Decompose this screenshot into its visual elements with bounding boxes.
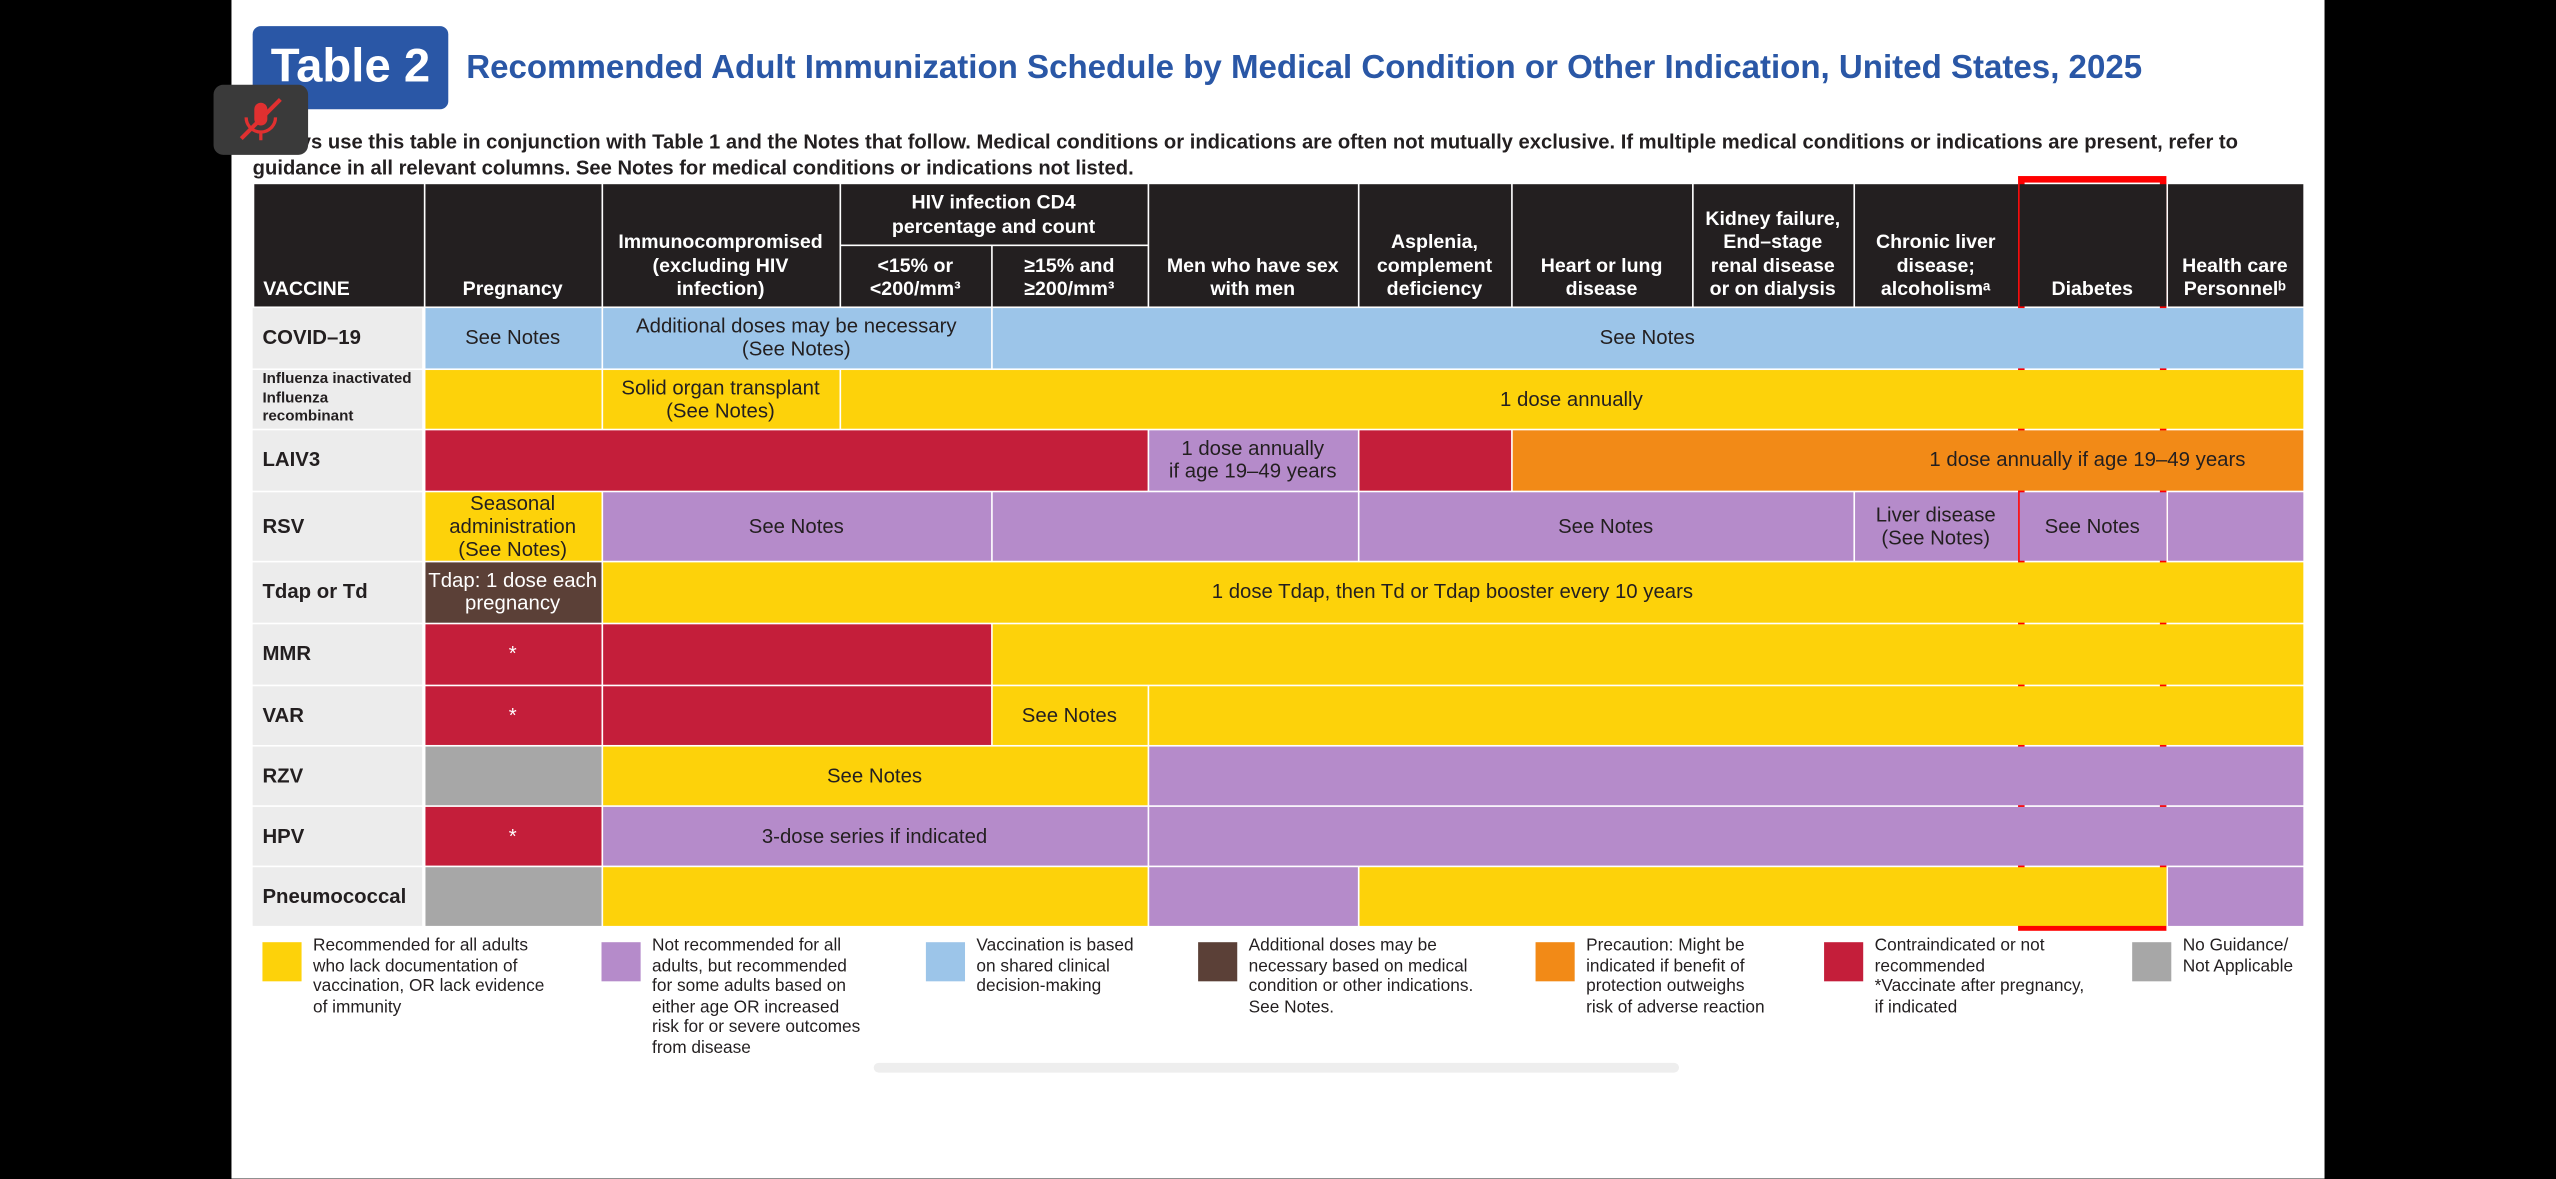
mute-glyph: [239, 97, 282, 141]
legend-swatch: [1824, 942, 1864, 982]
row-label: HPV: [252, 806, 423, 865]
row-label: MMR: [252, 623, 423, 684]
table-cell: Seasonal administration (See Notes): [424, 491, 601, 560]
column-group-header: HIV infection CD4 percentage and count: [840, 184, 1147, 245]
table-cell: See Notes: [602, 745, 1147, 805]
table-cell: See Notes: [1358, 491, 1853, 560]
table-cell: *: [424, 685, 601, 745]
legend-text: Additional doses may be necessary based …: [1248, 935, 1474, 1017]
mute-icon[interactable]: [213, 84, 309, 155]
legend-text: No Guidance/ Not Applicable: [2182, 935, 2294, 976]
legend-text: Not recommended for all adults, but reco…: [652, 935, 861, 1058]
row-label: VAR: [252, 685, 423, 745]
legend-swatch: [2132, 942, 2172, 982]
legend-text: Contraindicated or not recommended *Vacc…: [1874, 935, 2085, 1017]
row-label: COVID–19: [252, 307, 423, 368]
table-cell: See Notes: [2018, 491, 2166, 560]
row-label: RSV: [252, 491, 423, 560]
intro-text: Always use this table in conjunction wit…: [252, 130, 2238, 180]
column-header: Immunocompromised (excluding HIV infecti…: [602, 184, 839, 307]
column-header: Pregnancy: [424, 184, 601, 307]
legend-swatch: [262, 942, 302, 982]
column-header: Kidney failure, End–stage renal disease …: [1692, 184, 1853, 307]
table-cell: 1 dose annually if age 19–49 years: [1511, 429, 2303, 490]
table-cell: See Notes: [991, 307, 2303, 368]
legend-swatch: [925, 942, 966, 982]
legend-swatch: [1535, 942, 1575, 982]
table-cell: [602, 685, 991, 745]
column-header: Heart or lung disease: [1511, 184, 1692, 307]
table-cell: 3-dose series if indicated: [602, 806, 1147, 865]
table-cell: See Notes: [991, 685, 1147, 745]
table-cell: [1148, 866, 1358, 926]
row-label: Influenza inactivated Influenza recombin…: [252, 369, 423, 428]
column-header: Chronic liver disease; alcoholismᵃ: [1854, 184, 2018, 307]
column-header: Men who have sex with men: [1148, 184, 1358, 307]
column-header: Asplenia, complement deficiency: [1358, 184, 1511, 307]
table-cell: See Notes: [602, 491, 991, 560]
legend-text: Vaccination is based on shared clinical …: [976, 935, 1134, 996]
table-cell: [1358, 866, 2166, 926]
table-title: Recommended Adult Immunization Schedule …: [466, 50, 2143, 87]
table-cell: 1 dose Tdap, then Td or Tdap booster eve…: [602, 561, 2303, 622]
table-cell: [2167, 866, 2303, 926]
table-cell: [602, 866, 1147, 926]
legend-text: Precaution: Might be indicated if benefi…: [1586, 935, 1765, 1017]
column-header: <15% or <200/mm³: [840, 246, 991, 307]
table-cell: 1 dose annually: [840, 369, 2303, 428]
table-cell: Additional doses may be necessary (See N…: [602, 307, 991, 368]
table-cell: [424, 369, 601, 428]
legend-swatch: [1198, 942, 1238, 982]
table-cell: [991, 623, 2303, 684]
table-cell: See Notes: [424, 307, 601, 368]
table-cell: [1148, 685, 2303, 745]
legend-swatch: [601, 942, 641, 982]
legend-text: Recommended for all adults who lack docu…: [312, 935, 545, 1017]
table-cell: [1148, 806, 2303, 865]
table-cell: Tdap: 1 dose each pregnancy: [424, 561, 601, 622]
table-cell: Liver disease (See Notes): [1854, 491, 2018, 560]
table-cell: [1358, 429, 1511, 490]
column-header: Diabetes: [2018, 184, 2166, 307]
row-label: RZV: [252, 745, 423, 805]
table-cell: [1148, 745, 2303, 805]
column-header: ≥15% and ≥200/mm³: [991, 246, 1147, 307]
table-cell: [991, 491, 1358, 560]
table-cell: [2167, 491, 2303, 560]
table-cell: *: [424, 623, 601, 684]
table-cell: *: [424, 806, 601, 865]
table-cell: Solid organ transplant (See Notes): [602, 369, 839, 428]
column-header: VACCINE: [253, 184, 424, 307]
table-cell: [602, 623, 991, 684]
column-header: Health care Personnelᵇ: [2167, 184, 2303, 307]
table-cell: [424, 745, 601, 805]
row-label: Tdap or Td: [252, 561, 423, 622]
table-cell: [424, 866, 601, 926]
row-label: LAIV3: [252, 429, 423, 490]
table-cell: 1 dose annually if age 19–49 years: [1148, 429, 1358, 490]
table-cell: [424, 429, 1147, 490]
row-label: Pneumococcal: [252, 866, 423, 926]
scroll-shadow: [873, 1062, 1680, 1073]
